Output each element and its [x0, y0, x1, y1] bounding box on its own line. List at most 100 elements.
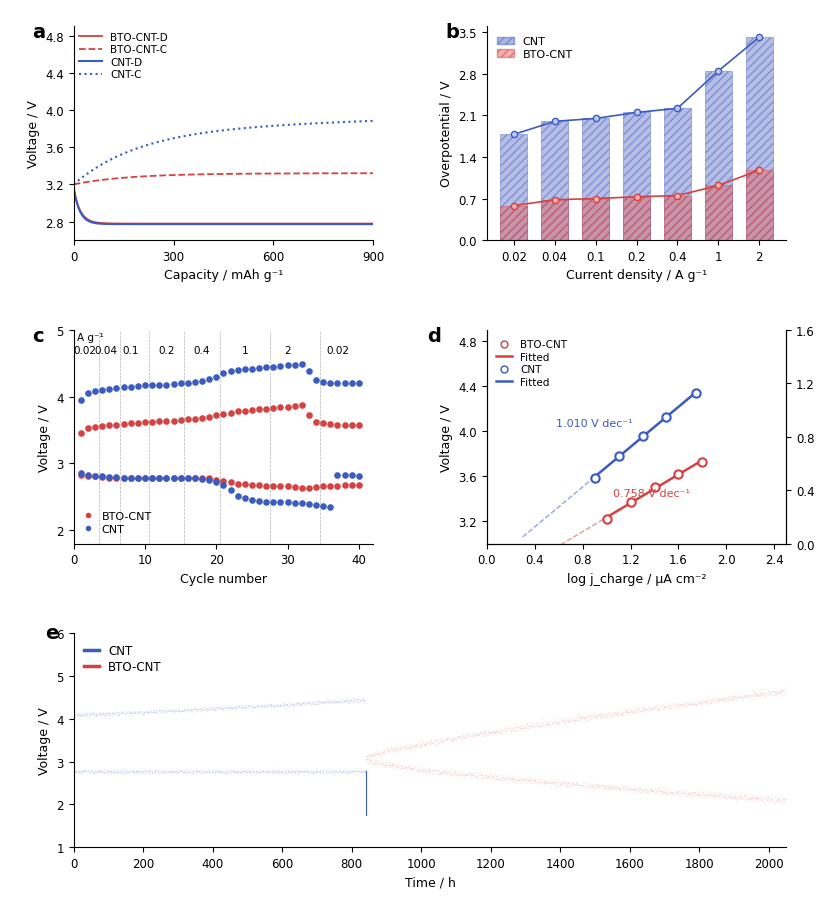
Point [279, 697, 292, 711]
Point [209, 700, 222, 714]
Point [572, 777, 586, 792]
Point [145, 702, 158, 717]
Point [289, 696, 302, 711]
Point [778, 684, 791, 699]
Point [218, 766, 231, 781]
Point [713, 791, 726, 805]
Point [104, 705, 117, 720]
Point [527, 772, 541, 786]
Point [474, 725, 487, 740]
Point [517, 721, 530, 735]
Point [668, 698, 681, 712]
Point [357, 764, 370, 779]
Point [386, 757, 399, 772]
Point [177, 704, 190, 719]
Point [210, 764, 223, 779]
Point [313, 696, 326, 711]
Point [318, 764, 331, 779]
Point [157, 764, 170, 779]
Point [95, 707, 108, 722]
Point [116, 705, 129, 720]
Point [78, 708, 91, 722]
Point [634, 703, 647, 718]
Point [634, 782, 647, 796]
Point [674, 786, 687, 801]
Point [495, 723, 509, 738]
Point [287, 697, 301, 711]
Point [120, 707, 133, 722]
Point [217, 765, 230, 780]
Point [233, 765, 247, 780]
Point [124, 764, 137, 779]
Point [345, 419, 358, 434]
Point [408, 766, 421, 781]
Point [555, 776, 568, 791]
Point [210, 473, 223, 487]
Point [85, 706, 98, 721]
Point [777, 687, 790, 701]
Point [328, 763, 342, 778]
Point [759, 790, 772, 804]
Point [652, 701, 665, 716]
Point [255, 699, 268, 713]
Point [502, 721, 515, 735]
Point [268, 763, 281, 778]
Point [661, 785, 674, 800]
Point [613, 710, 626, 724]
Point [512, 768, 525, 783]
Point [240, 698, 253, 712]
Point [686, 787, 699, 802]
Point [124, 763, 137, 778]
Point [321, 764, 334, 779]
Point [613, 781, 627, 795]
Point [597, 779, 610, 793]
Point [629, 783, 642, 797]
Point [479, 771, 492, 785]
Point [538, 775, 551, 790]
Point [672, 697, 685, 711]
Point [82, 764, 95, 779]
Point [157, 766, 170, 781]
Point [266, 699, 279, 713]
Point [685, 785, 698, 800]
Point [219, 765, 232, 780]
Point [262, 698, 275, 712]
Point [477, 729, 490, 743]
Point [192, 701, 206, 716]
Point [325, 764, 338, 779]
Point [464, 729, 477, 743]
Point [724, 791, 737, 805]
Point [239, 763, 252, 778]
Point [446, 733, 459, 748]
Point [121, 704, 134, 719]
Point [305, 764, 318, 779]
Point [155, 702, 168, 717]
Point [410, 739, 423, 753]
Point [586, 778, 599, 793]
Point [184, 702, 197, 717]
Point [88, 468, 102, 483]
Point [428, 766, 441, 781]
Point [399, 760, 412, 774]
Point [577, 776, 590, 791]
Point [775, 792, 788, 806]
Point [69, 709, 82, 723]
Point [91, 706, 104, 721]
Point [483, 725, 496, 740]
Point [293, 763, 306, 778]
Point [778, 686, 791, 701]
Point [379, 757, 392, 772]
Point [770, 793, 783, 808]
Point [355, 763, 369, 778]
Point [696, 696, 709, 711]
Point [749, 691, 762, 705]
Text: e: e [45, 623, 59, 642]
Point [436, 732, 449, 746]
Point [777, 791, 790, 805]
Point [413, 740, 426, 754]
Point [84, 765, 97, 780]
Point [482, 769, 495, 783]
Point [531, 719, 544, 733]
Point [471, 729, 484, 743]
Point [641, 705, 654, 720]
